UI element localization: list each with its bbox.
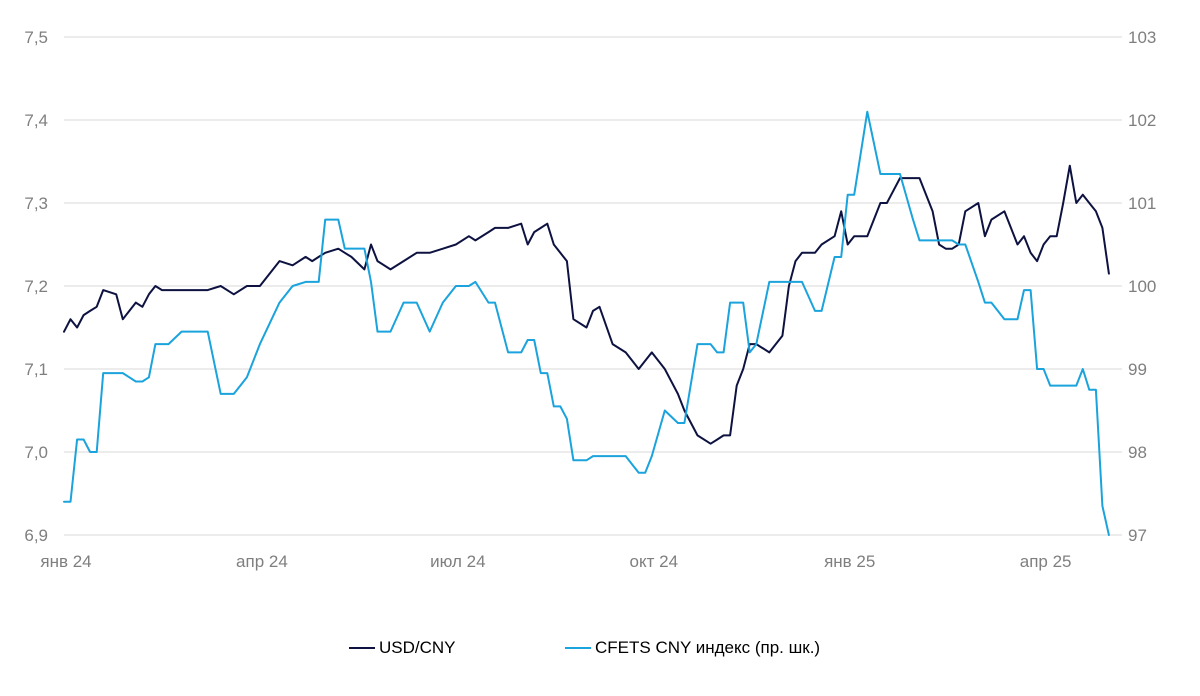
y-left-tick-label: 7,3 [24,194,48,213]
legend-item-usd-cny: USD/CNY [349,638,456,658]
y-right-tick-label: 98 [1128,443,1147,462]
series-layer [63,110,1110,536]
gridlines [64,36,1122,536]
y-right-tick-label: 100 [1128,277,1156,296]
y-left-tick-label: 7,2 [24,277,48,296]
x-tick-label: апр 24 [236,552,288,571]
y-right-tick-label: 103 [1128,28,1156,47]
x-axis: янв 24 апр 24 июл 24 окт 24 янв 25 апр 25 [40,552,1071,571]
legend-swatch-usd-cny [349,647,375,649]
legend-label-cfets: CFETS CNY индекс (пр. шк.) [595,638,821,657]
y-right-tick-label: 101 [1128,194,1156,213]
y-axis-right: 97 98 99 100 101 102 103 [1128,28,1156,545]
y-right-tick-label: 97 [1128,526,1147,545]
legend-label-usd-cny: USD/CNY [379,638,456,657]
y-right-tick-label: 99 [1128,360,1147,379]
y-left-tick-label: 6,9 [24,526,48,545]
series-line-1 [63,110,1110,536]
x-tick-label: апр 25 [1020,552,1072,571]
series-line-0 [63,164,1110,445]
y-left-tick-label: 7,4 [24,111,48,130]
x-tick-label: янв 25 [824,552,875,571]
y-left-tick-label: 7,5 [24,28,48,47]
y-axis-left: 6,9 7,0 7,1 7,2 7,3 7,4 7,5 [24,28,48,545]
legend-swatch-cfets [565,647,591,649]
x-tick-label: окт 24 [630,552,679,571]
legend-item-cfets: CFETS CNY индекс (пр. шк.) [565,638,820,658]
y-left-tick-label: 7,0 [24,443,48,462]
chart: 6,9 7,0 7,1 7,2 7,3 7,4 7,5 97 98 99 100 101 102 103… [24,28,1156,571]
y-left-tick-label: 7,1 [24,360,48,379]
x-tick-label: янв 24 [40,552,91,571]
legend: USD/CNY CFETS CNY индекс (пр. шк.) [0,638,1200,668]
y-right-tick-label: 102 [1128,111,1156,130]
x-tick-label: июл 24 [430,552,485,571]
